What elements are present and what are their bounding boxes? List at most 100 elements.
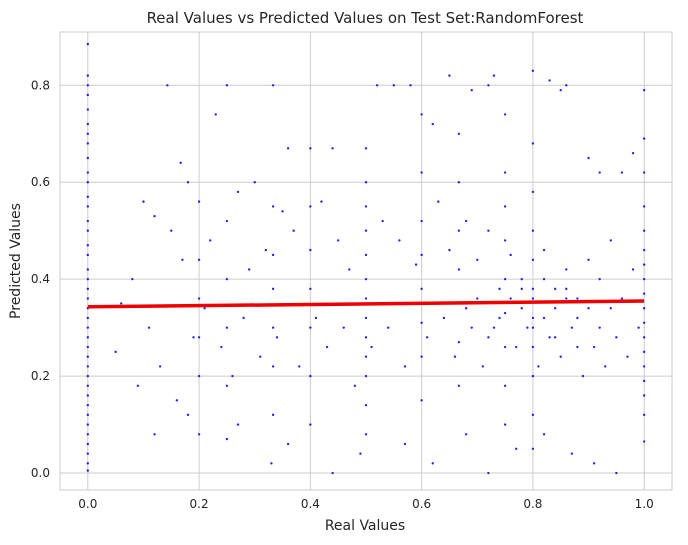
- scatter-point-162: [264, 248, 268, 252]
- scatter-point-79: [225, 277, 229, 281]
- scatter-point-15: [86, 244, 90, 247]
- scatter-point-17: [86, 268, 90, 271]
- regression-line: [87, 299, 645, 309]
- scatter-point-173: [464, 219, 468, 223]
- scatter-point-68: [364, 403, 368, 407]
- scatter-point-231: [331, 471, 334, 475]
- scatter-point-163: [281, 210, 284, 213]
- scatter-point-107: [531, 374, 535, 378]
- scatter-point-259: [476, 297, 479, 300]
- scatter-point-81: [225, 384, 229, 387]
- scatter-point-237: [515, 447, 518, 451]
- scatter-point-53: [642, 379, 646, 383]
- scatter-point-101: [531, 190, 535, 194]
- scatter-point-117: [420, 399, 423, 402]
- scatter-point-178: [520, 277, 523, 281]
- scatter-point-82: [225, 437, 229, 441]
- scatter-point-123: [309, 374, 312, 378]
- scatter-point-90: [503, 384, 507, 387]
- scatter-point-19: [86, 287, 90, 291]
- scatter-point-114: [420, 287, 423, 291]
- scatter-point-214: [515, 345, 518, 349]
- scatter-point-97: [457, 340, 461, 344]
- scatter-point-248: [576, 316, 579, 320]
- scatter-point-198: [259, 355, 262, 358]
- scatter-point-148: [598, 171, 601, 174]
- scatter-point-63: [364, 297, 368, 300]
- scatter-point-58: [364, 181, 368, 184]
- y-tick-label-0.0: 0.0: [31, 466, 50, 480]
- scatter-point-26: [86, 355, 90, 358]
- scatter-point-217: [548, 336, 551, 339]
- scatter-point-91: [503, 423, 507, 426]
- scatter-point-260: [487, 336, 490, 339]
- scatter-point-255: [576, 345, 579, 349]
- scatter-point-179: [542, 248, 546, 252]
- scatter-point-190: [147, 326, 151, 329]
- scatter-point-165: [320, 200, 323, 203]
- scatter-point-149: [620, 171, 624, 174]
- scatter-point-153: [142, 200, 145, 203]
- scatter-point-98: [457, 384, 461, 387]
- scatter-point-77: [225, 84, 229, 87]
- scatter-point-72: [271, 253, 275, 257]
- scatter-point-180: [553, 287, 557, 291]
- scatter-point-49: [642, 321, 646, 324]
- scatter-point-221: [592, 345, 596, 349]
- scatter-point-27: [86, 365, 90, 368]
- scatter-point-120: [309, 248, 312, 252]
- scatter-point-122: [309, 326, 312, 329]
- scatter-point-125: [197, 200, 201, 203]
- scatter-point-116: [420, 355, 423, 358]
- scatter-point-22: [86, 316, 90, 320]
- y-tick-label-0.6: 0.6: [31, 175, 50, 189]
- scatter-point-36: [86, 452, 90, 455]
- scatter-point-250: [520, 287, 523, 291]
- x-axis-label: Real Values: [325, 518, 405, 534]
- scatter-point-75: [271, 365, 275, 368]
- scatter-point-233: [403, 442, 407, 446]
- scatter-point-124: [309, 423, 312, 426]
- scatter-point-61: [364, 253, 368, 257]
- scatter-point-85: [503, 205, 507, 208]
- scatter-point-152: [131, 277, 134, 281]
- scatter-point-8: [86, 156, 90, 160]
- scatter-point-249: [587, 307, 590, 310]
- scatter-point-99: [531, 69, 535, 72]
- scatter-point-83: [503, 113, 507, 116]
- scatter-point-11: [86, 195, 90, 198]
- scatter-point-0: [86, 42, 90, 46]
- scatter-point-5: [86, 122, 90, 126]
- scatter-point-57: [364, 147, 368, 150]
- scatter-point-258: [498, 316, 501, 320]
- scatter-point-35: [86, 442, 90, 446]
- scatter-point-3: [86, 93, 90, 97]
- scatter-point-156: [181, 258, 184, 261]
- scatter-point-45: [642, 263, 646, 266]
- y-tick-label-0.4: 0.4: [31, 272, 50, 286]
- scatter-point-247: [565, 297, 568, 300]
- scatter-point-192: [175, 399, 179, 402]
- scatter-point-142: [487, 84, 490, 87]
- scatter-point-42: [642, 205, 646, 208]
- scatter-point-177: [509, 253, 512, 257]
- scatter-point-59: [364, 205, 368, 208]
- scatter-point-14: [86, 229, 90, 232]
- scatter-point-135: [331, 147, 334, 150]
- scatter-point-31: [86, 403, 90, 407]
- scatter-point-92: [457, 132, 461, 135]
- scatter-point-28: [86, 374, 90, 378]
- scatter-point-100: [531, 142, 535, 145]
- scatter-point-87: [503, 277, 507, 281]
- scatter-point-132: [179, 161, 182, 165]
- scatter-point-9: [86, 171, 90, 174]
- scatter-point-65: [364, 336, 368, 339]
- scatter-point-234: [431, 462, 434, 465]
- scatter-point-94: [457, 229, 461, 232]
- scatter-point-219: [570, 326, 574, 329]
- scatter-point-168: [381, 219, 384, 223]
- scatter-point-29: [86, 384, 90, 387]
- scatter-point-240: [592, 462, 596, 465]
- scatter-point-236: [487, 471, 490, 475]
